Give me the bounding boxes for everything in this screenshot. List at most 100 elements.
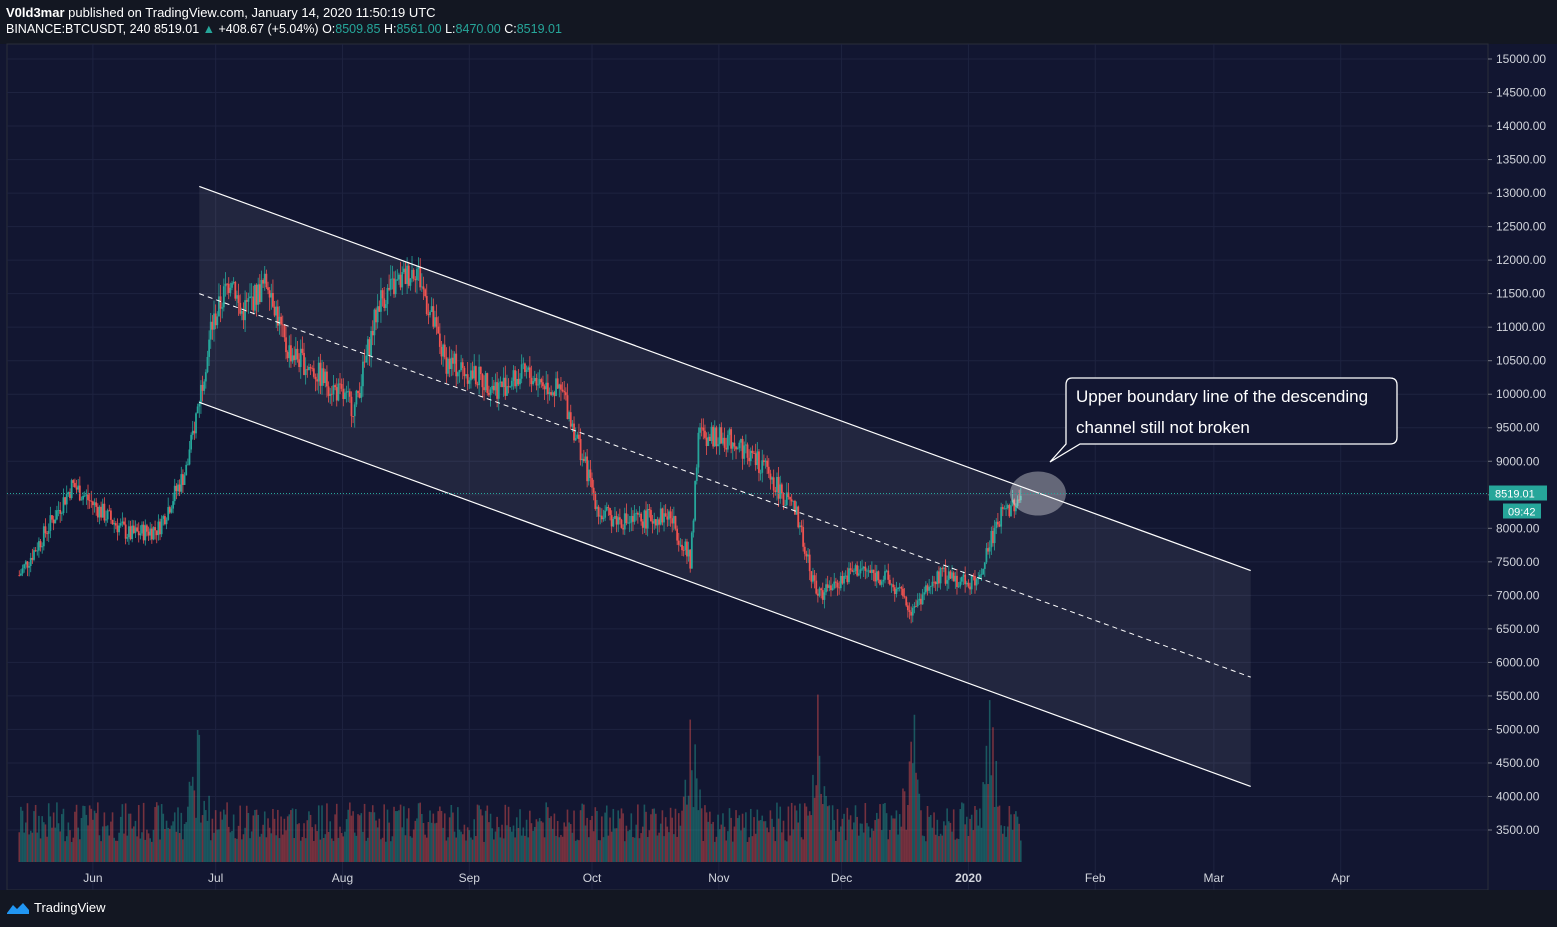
candle-body xyxy=(276,306,279,326)
candle-body xyxy=(258,284,261,303)
volume-bar xyxy=(450,804,453,862)
volume-bar xyxy=(849,815,852,862)
volume-bar xyxy=(83,806,86,862)
volume-bar xyxy=(504,804,507,862)
volume-bar xyxy=(735,810,737,862)
candle-body xyxy=(106,510,109,520)
volume-bar xyxy=(972,830,975,862)
volume-bar xyxy=(265,837,268,862)
candle-body xyxy=(155,530,158,536)
candle-body xyxy=(870,569,873,573)
volume-bar xyxy=(815,785,818,862)
volume-bar xyxy=(802,839,804,862)
volume-bar xyxy=(689,719,692,862)
candle-body xyxy=(666,516,669,520)
candle-body xyxy=(208,339,211,357)
volume-bar xyxy=(568,822,570,862)
candle-body xyxy=(116,525,119,533)
annotation-line-1: Upper boundary line of the descending xyxy=(1076,387,1369,406)
author-name[interactable]: V0ld3mar xyxy=(6,5,65,20)
symbol-name[interactable]: BINANCE:BTCUSDT, 240 xyxy=(6,22,151,36)
volume-bar xyxy=(553,813,556,862)
volume-bar xyxy=(668,832,670,862)
countdown-tag xyxy=(1503,503,1541,519)
candle-body xyxy=(504,377,507,396)
candle-body xyxy=(938,571,940,584)
volume-bar xyxy=(763,821,765,862)
annotation-callout[interactable]: Upper boundary line of the descending ch… xyxy=(1066,377,1396,443)
volume-bar xyxy=(612,808,615,862)
candle-body xyxy=(540,379,543,383)
volume-bar xyxy=(736,818,739,862)
volume-bar xyxy=(39,838,42,862)
candle-body xyxy=(90,500,93,502)
volume-bar xyxy=(587,837,590,862)
candle-body xyxy=(718,427,721,445)
volume-bar xyxy=(596,810,598,862)
candle-body xyxy=(80,499,83,501)
candle-body xyxy=(578,434,580,440)
volume-bar xyxy=(614,828,616,862)
volume-bar xyxy=(643,804,646,862)
volume-bar xyxy=(540,821,543,862)
volume-bar xyxy=(147,833,150,862)
candle-body xyxy=(957,586,960,588)
candle-body xyxy=(46,533,48,535)
volume-bar xyxy=(817,694,819,862)
tradingview-brand[interactable]: TradingView xyxy=(6,900,106,915)
volume-bar xyxy=(921,835,924,862)
candle-body xyxy=(699,427,701,433)
candle-body xyxy=(124,524,127,539)
volume-bar xyxy=(257,814,259,862)
volume-bar xyxy=(1001,833,1004,862)
candle-body xyxy=(195,413,197,434)
candle-body xyxy=(450,357,453,369)
candle-body xyxy=(78,485,81,501)
candle-body xyxy=(594,492,597,509)
x-tick-label: Mar xyxy=(1204,871,1225,885)
candle-body xyxy=(947,571,950,581)
candle-body xyxy=(219,296,222,309)
candle-body xyxy=(769,473,772,480)
candle-body xyxy=(296,348,299,360)
candle-body xyxy=(877,571,880,580)
candle-body xyxy=(150,528,153,540)
volume-bar xyxy=(944,825,947,862)
candle-body xyxy=(494,382,497,391)
candle-body xyxy=(461,362,464,368)
volume-bar xyxy=(548,818,551,862)
volume-bar xyxy=(370,812,372,862)
volume-bar xyxy=(304,838,307,862)
candle-body xyxy=(100,506,102,518)
candle-body xyxy=(826,584,829,588)
candle-body xyxy=(656,519,659,526)
candle-body xyxy=(780,484,783,494)
volume-bar xyxy=(961,802,963,862)
candle-body xyxy=(87,494,89,501)
volume-bar xyxy=(619,818,621,862)
candle-body xyxy=(777,476,780,499)
volume-bar xyxy=(820,793,822,862)
channel-middle-line xyxy=(199,293,1251,678)
candle-body xyxy=(391,278,394,280)
candle-body xyxy=(96,506,99,518)
candle-body xyxy=(687,549,690,557)
price-chart[interactable]: 15000.00 14500.00 14000.00 13500.00 13000.00… xyxy=(0,0,1557,890)
volume-bar xyxy=(299,840,302,862)
volume-bar xyxy=(34,804,37,862)
candle-body xyxy=(808,554,811,572)
volume-bar xyxy=(335,803,338,862)
volume-bar xyxy=(738,815,741,862)
volume-bar xyxy=(111,812,114,862)
candle-body xyxy=(998,524,1001,527)
candle-body xyxy=(281,324,284,326)
volume-bar xyxy=(934,834,937,862)
candle-body xyxy=(417,267,420,270)
volume-bar xyxy=(187,806,189,862)
volume-bar xyxy=(319,839,322,862)
volume-bar xyxy=(242,834,245,862)
volume-bar xyxy=(231,830,233,862)
candle-body xyxy=(65,494,68,505)
candle-body xyxy=(908,610,911,612)
candle-body xyxy=(103,503,106,521)
